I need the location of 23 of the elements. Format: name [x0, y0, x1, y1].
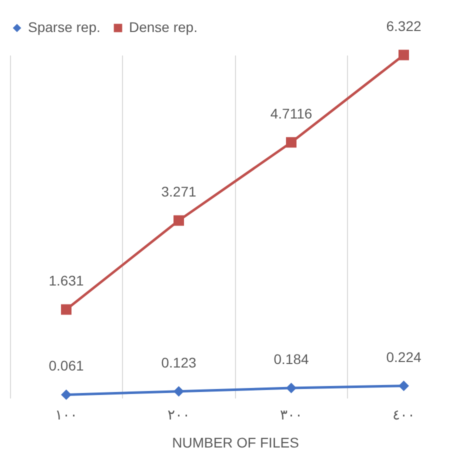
point [174, 215, 184, 226]
data-label: 4.7116 [270, 105, 312, 122]
x-tick-label: ٤٠٠ [392, 406, 416, 422]
data-label: 0.123 [161, 354, 196, 370]
point [398, 380, 409, 392]
point [61, 389, 72, 400]
x-tick-label: ٢٠٠ [167, 406, 190, 422]
data-label: 1.631 [48, 272, 84, 289]
legend-label: Sparse rep. [28, 19, 100, 35]
x-tick-label: ٣٠٠ [280, 406, 303, 422]
x-tick-label: ١٠٠ [54, 406, 78, 422]
data-label: 0.184 [274, 351, 309, 368]
data-label: 0.224 [386, 348, 422, 365]
x-axis-title: NUMBER OF FILES [172, 434, 299, 450]
point [61, 304, 72, 315]
point [286, 382, 296, 394]
point [286, 137, 296, 148]
point [174, 386, 184, 397]
data-label: 3.271 [161, 184, 196, 200]
data-label: 6.322 [386, 18, 422, 34]
data-label: 0.061 [48, 358, 84, 374]
legend-label: Dense rep. [129, 19, 198, 35]
point [398, 50, 409, 60]
